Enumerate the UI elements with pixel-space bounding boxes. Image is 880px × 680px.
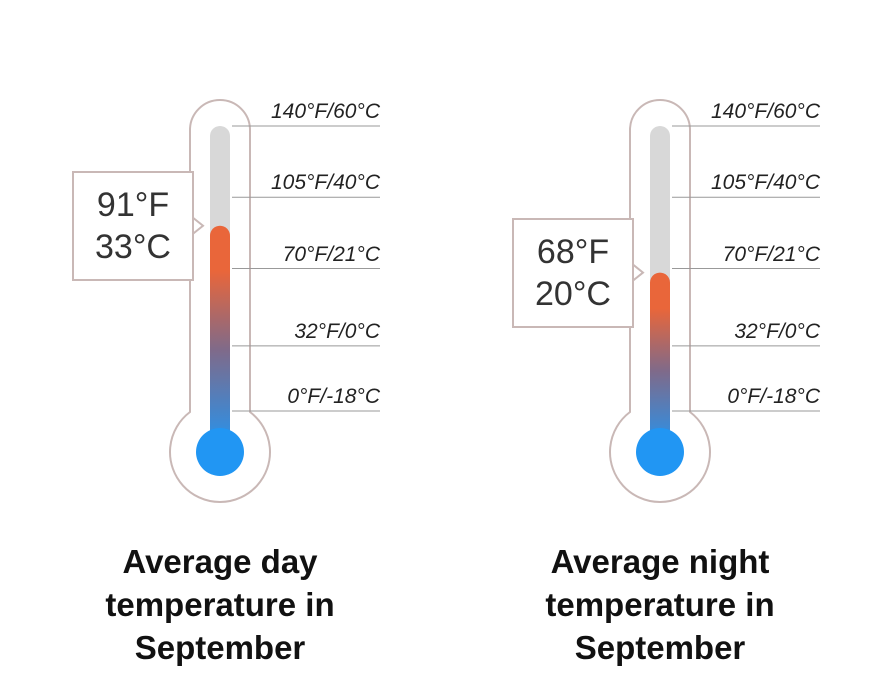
readout-celsius: 33°C <box>95 227 171 266</box>
tick-label-70f: 70°F/21°C <box>282 242 380 266</box>
mercury-bulb <box>196 428 244 476</box>
mercury-bulb <box>636 428 684 476</box>
tick-label-0f: 0°F/-18°C <box>287 385 380 408</box>
caption-line: temperature in <box>545 586 775 623</box>
tick-label-140f: 140°F/60°C <box>270 100 380 123</box>
readout-fahrenheit: 68°F <box>536 232 610 271</box>
caption-line: Average day <box>122 543 318 580</box>
tick-label-105f: 105°F/40°C <box>710 171 820 195</box>
day-thermometer-graphic <box>169 99 380 503</box>
mercury-column <box>650 272 670 452</box>
caption-line: September <box>574 629 746 666</box>
caption-line: September <box>134 629 306 666</box>
night-thermometer: 140°F/60°C 105°F/40°C 70°F/21°C 32°F/0°C… <box>440 0 880 680</box>
day-caption: Average day temperature in September <box>0 540 440 669</box>
night-thermometer-graphic <box>609 99 820 503</box>
caption-line: temperature in <box>105 586 335 623</box>
tick-label-32f: 32°F/0°C <box>294 319 380 343</box>
tick-label-105f: 105°F/40°C <box>270 171 380 195</box>
night-temperature-readout: 68°F 20°C <box>512 217 634 328</box>
night-caption: Average night temperature in September <box>440 540 880 669</box>
readout-fahrenheit: 91°F <box>96 185 170 224</box>
readout-pointer <box>632 263 645 282</box>
mercury-column <box>210 225 230 452</box>
tick-label-32f: 32°F/0°C <box>734 319 820 343</box>
tick-label-0f: 0°F/-18°C <box>727 385 820 408</box>
tick-label-70f: 70°F/21°C <box>722 242 820 266</box>
day-temperature-readout: 91°F 33°C <box>72 170 194 281</box>
day-thermometer: 140°F/60°C 105°F/40°C 70°F/21°C 32°F/0°C… <box>0 99 440 669</box>
tick-label-140f: 140°F/60°C <box>710 100 820 123</box>
readout-pointer <box>192 216 205 235</box>
readout-celsius: 20°C <box>535 274 611 313</box>
caption-line: Average night <box>550 543 770 580</box>
